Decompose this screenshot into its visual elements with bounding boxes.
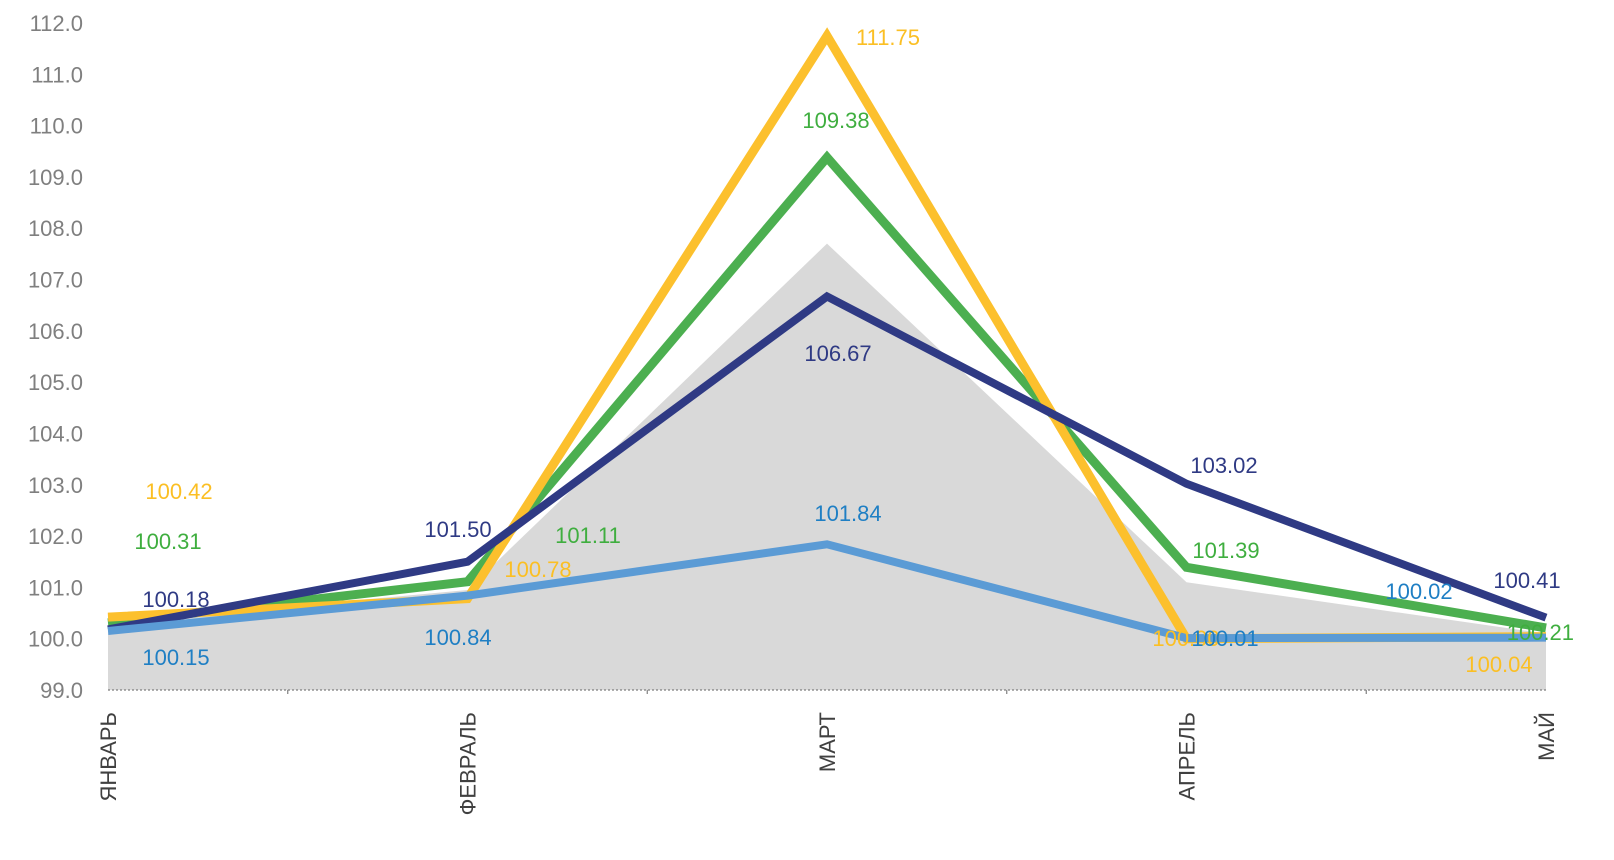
data-label: 100.78	[504, 557, 571, 582]
x-tick-label: МАЙ	[1534, 712, 1559, 761]
x-tick-label: АПРЕЛЬ	[1175, 712, 1200, 800]
x-axis: ЯНВАРЬ ФЕВРАЛЬ МАРТ АПРЕЛЬ МАЙ	[96, 689, 1559, 815]
y-tick-label: 110.0	[30, 114, 83, 139]
y-axis: 99.0 100.0 101.0 102.0 103.0 104.0 105.0 106.0 1…	[28, 11, 83, 703]
y-tick-label: 108.0	[28, 216, 83, 241]
data-label: 101.39	[1192, 538, 1259, 563]
data-label: 103.02	[1190, 453, 1257, 478]
y-tick-label: 111.0	[31, 62, 83, 87]
data-label: 100.31	[134, 529, 201, 554]
y-tick-label: 99.0	[40, 678, 83, 703]
data-label: 100.42	[145, 479, 212, 504]
data-label: 106.67	[804, 341, 871, 366]
data-label: 100.04	[1465, 652, 1532, 677]
data-label: 100.15	[142, 645, 209, 670]
data-label: 100.01	[1191, 626, 1258, 651]
y-tick-label: 104.0	[28, 421, 83, 446]
y-tick-label: 101.0	[28, 575, 83, 600]
y-tick-label: 112.0	[30, 11, 83, 36]
x-tick-label: МАРТ	[815, 712, 840, 772]
area-layer	[108, 243, 1546, 690]
data-label: 100.18	[142, 587, 209, 612]
background-area	[108, 243, 1546, 690]
data-label: 100.02	[1385, 579, 1452, 604]
series-line	[107, 150, 1547, 633]
y-tick-label: 102.0	[28, 524, 83, 549]
series-line	[107, 291, 1548, 634]
y-tick-label: 103.0	[28, 473, 83, 498]
y-tick-label: 106.0	[28, 319, 83, 344]
data-label: 100.84	[424, 625, 491, 650]
data-label: 100.41	[1493, 568, 1560, 593]
x-tick-label: ФЕВРАЛЬ	[456, 712, 481, 815]
y-tick-label: 100.0	[28, 627, 83, 652]
data-label: 101.11	[555, 523, 621, 548]
data-label: 100.00	[1152, 626, 1219, 651]
data-label: 109.38	[802, 108, 869, 133]
y-tick-label: 109.0	[28, 165, 83, 190]
data-label: 111.75	[856, 25, 920, 50]
series-layer	[107, 27, 1548, 644]
y-tick-label: 105.0	[28, 370, 83, 395]
y-tick-label: 107.0	[28, 268, 83, 293]
data-label: 101.84	[814, 501, 881, 526]
data-label-layer: 100.31 101.11 109.38 101.39 100.21 100.42 100.…	[134, 25, 1574, 677]
data-label: 101.50	[424, 517, 491, 542]
series-line	[107, 540, 1547, 643]
data-label: 100.21	[1507, 620, 1574, 645]
x-tick-label: ЯНВАРЬ	[96, 712, 121, 802]
